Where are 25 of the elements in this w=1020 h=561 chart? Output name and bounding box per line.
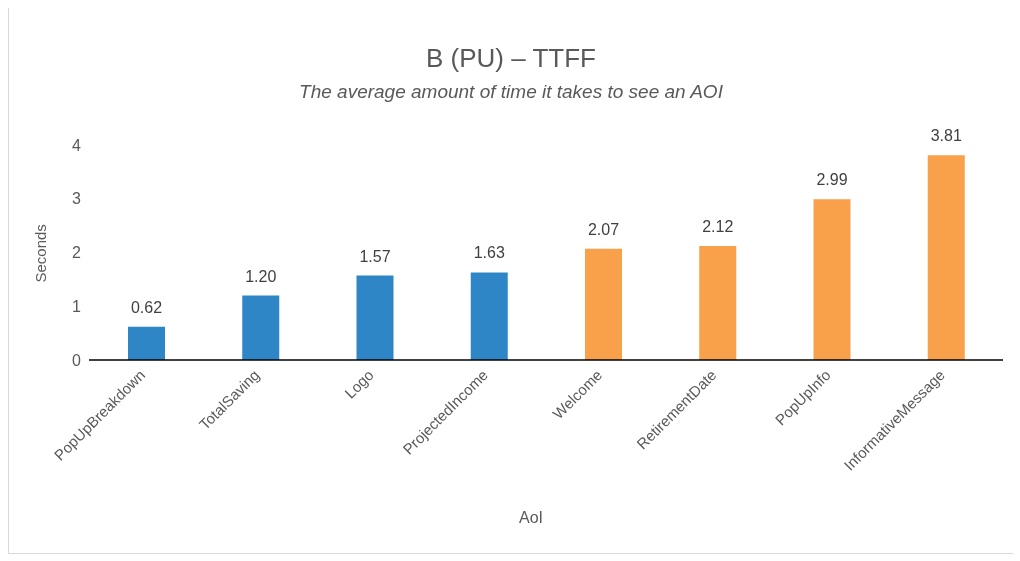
y-tick-label: 0 xyxy=(72,351,82,369)
data-label: 2.07 xyxy=(587,220,620,238)
bar xyxy=(813,199,851,360)
chart-title: B (PU) – TTFF xyxy=(425,43,597,74)
bar xyxy=(470,272,508,360)
y-tick-label: 3 xyxy=(72,190,82,208)
data-label: 1.57 xyxy=(359,247,391,265)
bar xyxy=(585,248,622,360)
data-label: 2.12 xyxy=(702,218,734,236)
data-label: 3.81 xyxy=(930,127,962,145)
y-tick-label: 4 xyxy=(72,136,82,154)
y-tick-label: 2 xyxy=(72,244,82,262)
y-tick-label: 1 xyxy=(72,297,82,315)
y-axis-title: Seconds xyxy=(32,224,50,283)
data-label: 1.20 xyxy=(245,267,277,285)
bar xyxy=(699,246,737,360)
bar xyxy=(128,326,165,360)
data-label: 2.99 xyxy=(816,171,848,189)
data-label: 1.63 xyxy=(473,244,505,262)
bar xyxy=(242,295,280,360)
bar xyxy=(356,275,394,360)
chart-subtitle: The average amount of time it takes to see an AOI xyxy=(298,81,724,103)
data-label: 0.62 xyxy=(130,298,163,316)
x-axis-title: AoI xyxy=(518,509,544,527)
bar xyxy=(927,155,965,360)
